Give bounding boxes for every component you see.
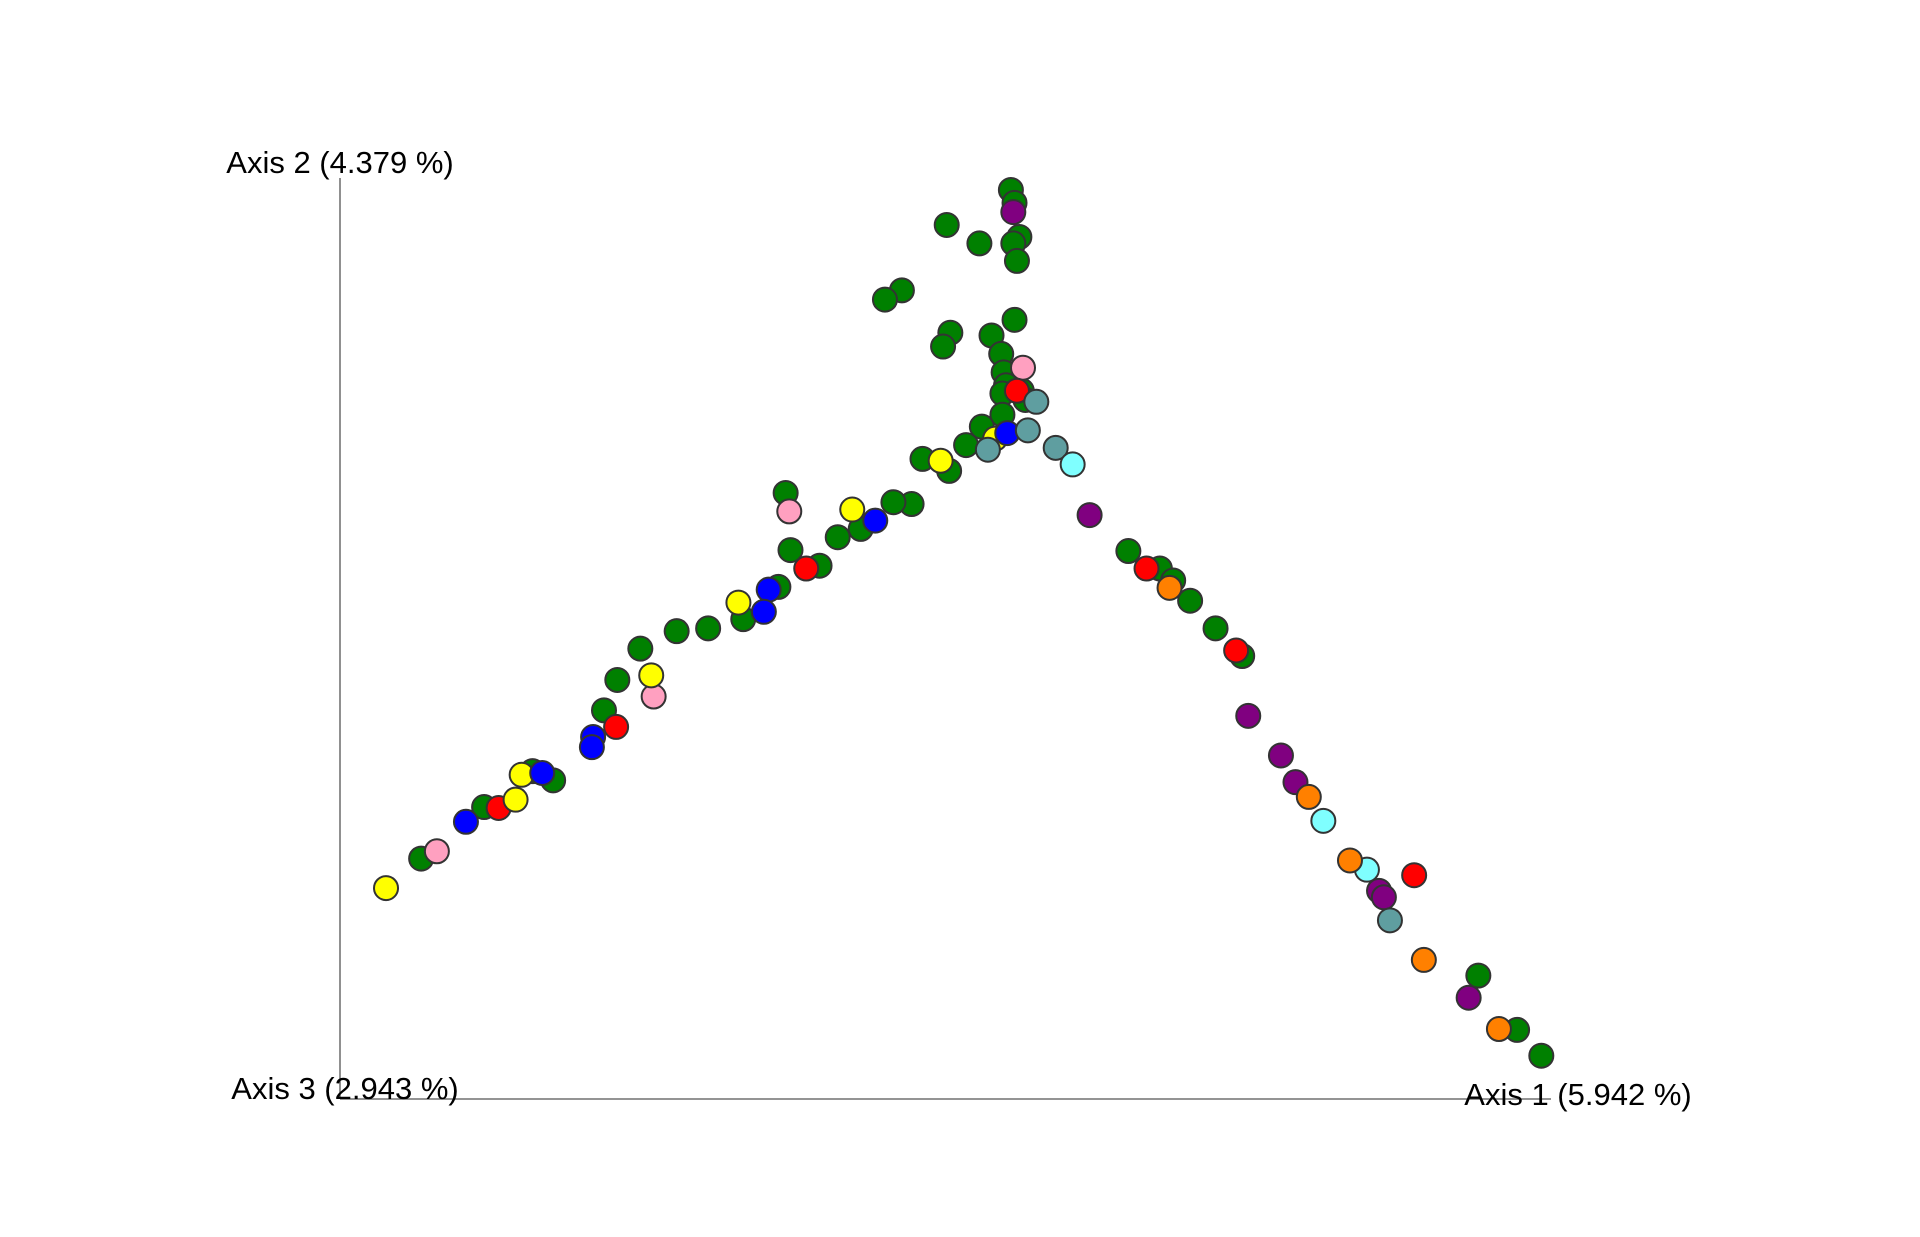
point	[1295, 783, 1322, 810]
point	[1485, 1016, 1512, 1043]
point	[1003, 247, 1030, 274]
y-axis-label: Axis 2 (4.379 %)	[226, 145, 453, 180]
point	[725, 589, 752, 616]
point	[1156, 574, 1183, 601]
point	[933, 211, 960, 238]
point	[966, 230, 993, 257]
point	[1177, 587, 1204, 614]
point	[793, 555, 820, 582]
point	[1401, 862, 1428, 889]
point	[640, 683, 667, 710]
point	[1202, 615, 1229, 642]
x-axis-label: Axis 1 (5.942 %)	[1464, 1077, 1691, 1112]
point	[1267, 742, 1294, 769]
point	[1336, 847, 1363, 874]
point	[1059, 451, 1086, 478]
point	[423, 838, 450, 865]
point	[777, 537, 804, 564]
point	[1465, 962, 1492, 989]
point	[1010, 354, 1037, 381]
point	[627, 635, 654, 662]
point	[1003, 377, 1030, 404]
point	[603, 713, 630, 740]
point	[638, 662, 665, 689]
point	[930, 333, 957, 360]
point	[1001, 306, 1028, 333]
point	[1023, 388, 1050, 415]
point	[1115, 538, 1142, 565]
point	[750, 598, 777, 625]
point	[1376, 907, 1403, 934]
point	[953, 432, 980, 459]
points	[373, 176, 1555, 1069]
point	[1410, 946, 1437, 973]
point	[529, 759, 556, 786]
point	[871, 286, 898, 313]
point	[604, 666, 631, 693]
point	[1133, 555, 1160, 582]
point	[1528, 1042, 1555, 1069]
z-axis-label: Axis 3 (2.943 %)	[231, 1071, 458, 1106]
point	[839, 496, 866, 523]
point	[502, 786, 529, 813]
point	[1235, 702, 1262, 729]
point	[1223, 637, 1250, 664]
point	[1076, 502, 1103, 529]
point	[776, 498, 803, 525]
point	[1014, 417, 1041, 444]
point	[755, 576, 782, 603]
point	[695, 615, 722, 642]
point	[1042, 434, 1069, 461]
point	[373, 875, 400, 902]
point	[663, 618, 690, 645]
point	[1455, 984, 1482, 1011]
point	[578, 734, 605, 761]
point	[824, 524, 851, 551]
point	[1000, 199, 1027, 226]
point	[862, 507, 889, 534]
point	[1310, 807, 1337, 834]
point	[880, 489, 907, 516]
point	[1370, 884, 1397, 911]
point	[927, 447, 954, 474]
point	[974, 436, 1001, 463]
point	[452, 808, 479, 835]
